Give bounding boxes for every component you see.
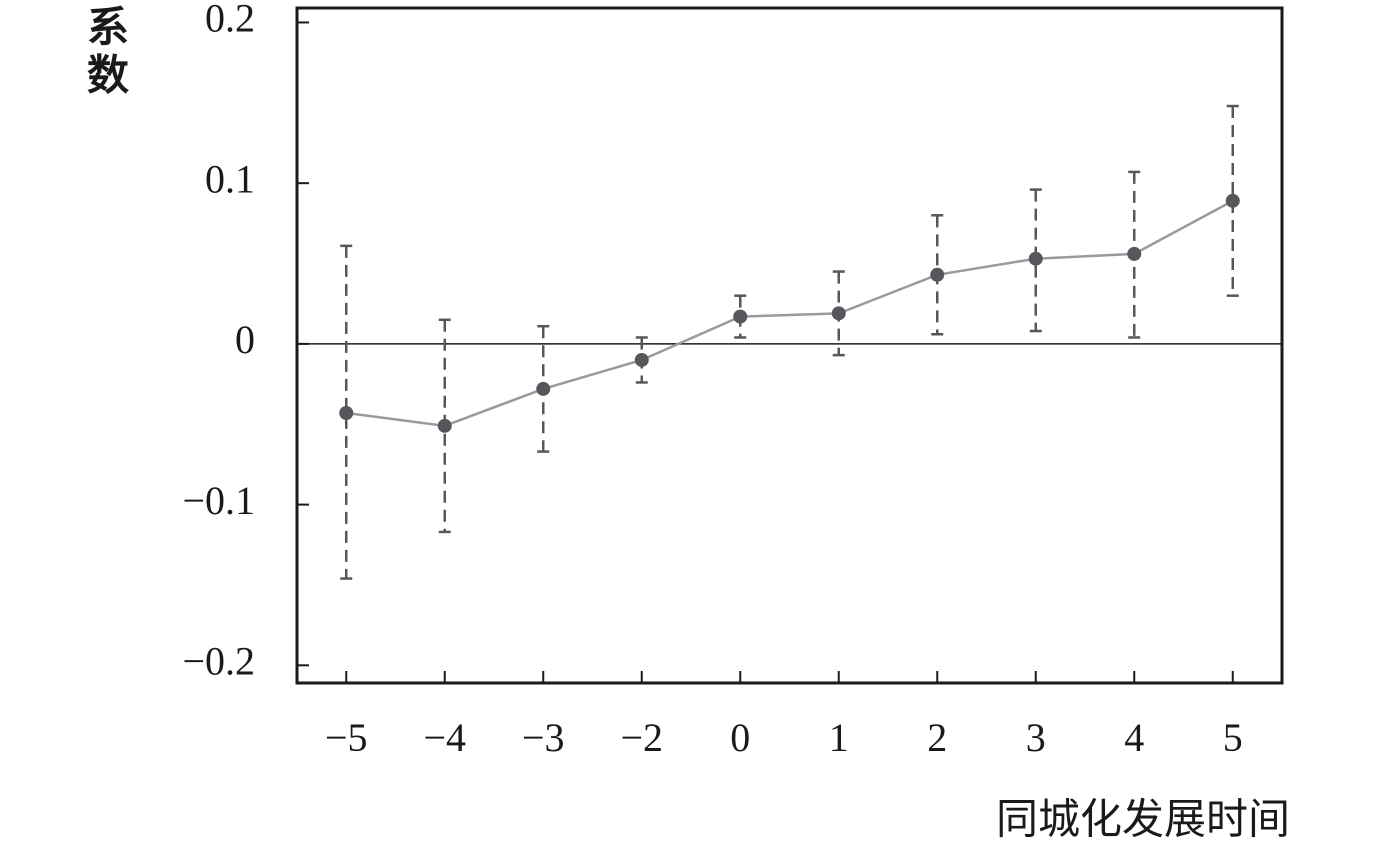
x-tick-label: 3 — [1026, 715, 1046, 760]
y-tick-label: 0.1 — [205, 156, 255, 201]
x-tick-label: −4 — [423, 715, 466, 760]
coefficient-point — [437, 418, 452, 433]
coefficient-point — [634, 352, 649, 367]
coefficient-point — [930, 267, 945, 282]
coefficient-line — [346, 199, 1234, 428]
y-tick-label: −0.1 — [182, 478, 255, 523]
x-axis-label: 同城化发展时间 — [996, 795, 1290, 844]
coefficient-point — [1225, 193, 1240, 208]
coefficient-point — [1028, 251, 1043, 266]
y-tick-label: 0 — [235, 317, 255, 362]
coefficient-point — [733, 309, 748, 324]
coefficient-point — [536, 381, 551, 396]
x-tick-label: 1 — [829, 715, 849, 760]
x-tick-label: 0 — [730, 715, 750, 760]
coefficient-point — [831, 306, 846, 321]
coefficient-point — [339, 406, 354, 420]
x-tick-label: 5 — [1223, 715, 1243, 760]
x-tick-label: −2 — [620, 715, 663, 760]
y-axis-label-1: 系 — [87, 3, 129, 52]
y-tick-label: −0.2 — [182, 638, 255, 683]
x-tick-label: 4 — [1124, 715, 1144, 760]
x-tick-label: −3 — [522, 715, 565, 760]
coefficient-point — [1127, 246, 1142, 261]
plot-frame — [295, 6, 1284, 685]
x-tick-label: 2 — [927, 715, 947, 760]
y-tick-label: 0.2 — [205, 0, 255, 41]
y-axis-label-2: 数 — [87, 51, 129, 100]
x-tick-label: −5 — [325, 715, 368, 760]
